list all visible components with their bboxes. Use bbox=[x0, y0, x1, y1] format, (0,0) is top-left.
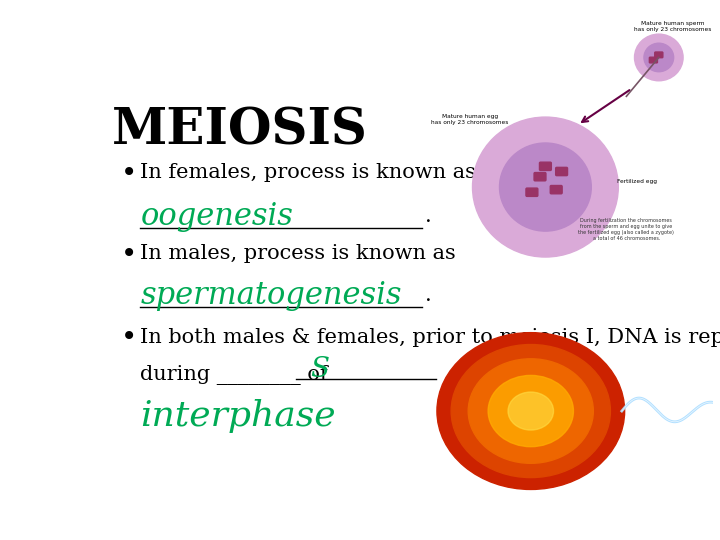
Circle shape bbox=[472, 117, 618, 257]
Circle shape bbox=[468, 359, 593, 463]
FancyBboxPatch shape bbox=[649, 57, 657, 63]
Text: Mature human egg
has only 23 chromosomes: Mature human egg has only 23 chromosomes bbox=[431, 114, 508, 125]
Text: interphase: interphase bbox=[140, 399, 336, 433]
Circle shape bbox=[488, 375, 573, 447]
Circle shape bbox=[500, 143, 591, 231]
Text: •: • bbox=[121, 240, 137, 268]
Text: S: S bbox=[310, 356, 330, 383]
Text: In females, process is known as: In females, process is known as bbox=[140, 164, 476, 183]
Circle shape bbox=[508, 392, 554, 430]
Text: .: . bbox=[425, 286, 431, 305]
Text: Mature human sperm
has only 23 chromosomes: Mature human sperm has only 23 chromosom… bbox=[634, 21, 711, 32]
Circle shape bbox=[451, 345, 611, 477]
FancyBboxPatch shape bbox=[534, 173, 546, 181]
FancyBboxPatch shape bbox=[556, 167, 567, 176]
Text: In both males & females, prior to meiosis I, DNA is replicated: In both males & females, prior to meiosi… bbox=[140, 328, 720, 347]
FancyBboxPatch shape bbox=[654, 52, 663, 58]
Text: oogenesis: oogenesis bbox=[140, 201, 293, 232]
FancyBboxPatch shape bbox=[539, 162, 552, 171]
Text: •: • bbox=[121, 323, 137, 351]
Circle shape bbox=[634, 34, 683, 81]
FancyBboxPatch shape bbox=[526, 188, 538, 197]
Text: MEIOSIS: MEIOSIS bbox=[112, 106, 368, 156]
FancyBboxPatch shape bbox=[550, 186, 562, 194]
Text: .: . bbox=[425, 207, 431, 226]
Text: during ________ of: during ________ of bbox=[140, 364, 328, 384]
Text: In males, process is known as: In males, process is known as bbox=[140, 245, 456, 264]
Text: spermatogenesis: spermatogenesis bbox=[140, 280, 402, 311]
Text: Fertilized egg: Fertilized egg bbox=[617, 179, 657, 184]
Text: •: • bbox=[121, 159, 137, 187]
Circle shape bbox=[644, 43, 674, 72]
Text: During fertilization the chromosomes
from the sperm and egg unite to give
the fe: During fertilization the chromosomes fro… bbox=[578, 218, 675, 240]
Circle shape bbox=[437, 333, 625, 489]
